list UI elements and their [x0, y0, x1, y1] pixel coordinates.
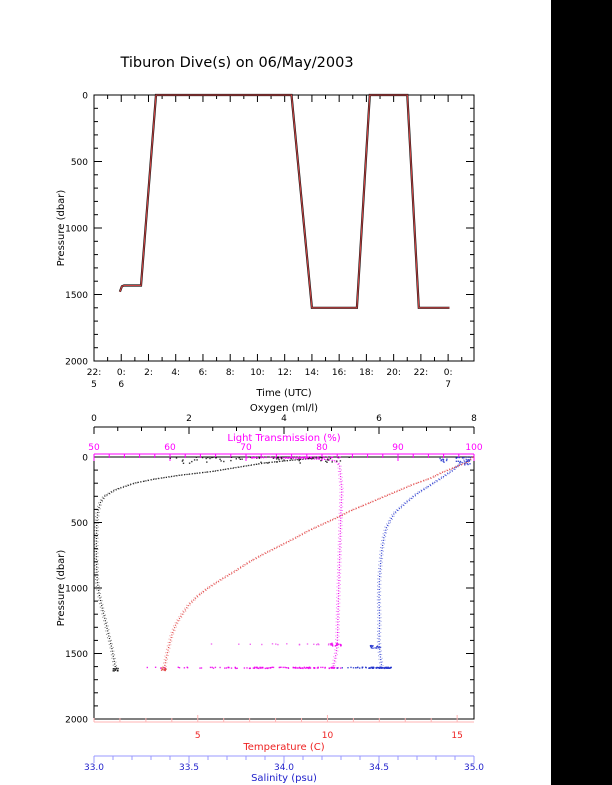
svg-text:Salinity (psu): Salinity (psu): [251, 773, 317, 784]
svg-text:0:: 0:: [444, 368, 453, 378]
svg-text:22:: 22:: [414, 368, 428, 378]
svg-text:Light Transmission (%): Light Transmission (%): [227, 433, 340, 444]
svg-text:33.0: 33.0: [84, 763, 104, 773]
svg-text:Time (UTC): Time (UTC): [255, 388, 311, 399]
svg-text:70: 70: [240, 443, 252, 453]
svg-text:50: 50: [88, 443, 100, 453]
svg-text:0: 0: [82, 92, 88, 102]
svg-text:Oxygen (ml/l): Oxygen (ml/l): [250, 403, 318, 414]
svg-text:18:: 18:: [359, 368, 373, 378]
chart-title: Tiburon Dive(s) on 06/May/2003: [119, 55, 353, 71]
svg-text:Pressure (dbar): Pressure (dbar): [56, 190, 67, 267]
svg-text:5: 5: [195, 731, 201, 741]
svg-text:6: 6: [376, 414, 382, 424]
svg-text:1000: 1000: [65, 585, 88, 595]
svg-text:22:: 22:: [87, 368, 101, 378]
svg-text:14:: 14:: [305, 368, 319, 378]
svg-text:34.0: 34.0: [274, 763, 294, 773]
right-black-strip: [551, 0, 612, 785]
svg-text:2000: 2000: [65, 716, 88, 726]
svg-text:500: 500: [71, 158, 88, 168]
svg-text:10: 10: [322, 731, 334, 741]
svg-text:6: 6: [118, 380, 124, 390]
svg-text:1000: 1000: [65, 225, 88, 235]
svg-text:7: 7: [445, 380, 451, 390]
svg-text:0:: 0:: [117, 368, 126, 378]
svg-text:10:: 10:: [250, 368, 264, 378]
svg-text:34.5: 34.5: [369, 763, 389, 773]
svg-text:6:: 6:: [199, 368, 208, 378]
svg-text:1500: 1500: [65, 650, 88, 660]
svg-text:8:: 8:: [226, 368, 235, 378]
svg-text:20:: 20:: [386, 368, 400, 378]
svg-text:2000: 2000: [65, 358, 88, 368]
svg-text:8: 8: [471, 414, 477, 424]
svg-text:4: 4: [281, 414, 287, 424]
svg-text:0: 0: [91, 414, 97, 424]
svg-text:1500: 1500: [65, 291, 88, 301]
svg-text:60: 60: [164, 443, 176, 453]
svg-text:33.5: 33.5: [179, 763, 199, 773]
svg-text:90: 90: [392, 443, 404, 453]
svg-text:4:: 4:: [171, 368, 180, 378]
svg-text:Pressure (dbar): Pressure (dbar): [56, 550, 67, 627]
svg-text:2:: 2:: [144, 368, 153, 378]
svg-text:500: 500: [71, 519, 88, 529]
svg-text:2: 2: [186, 414, 192, 424]
svg-text:16:: 16:: [332, 368, 346, 378]
svg-text:15: 15: [451, 731, 462, 741]
svg-text:35.0: 35.0: [464, 763, 484, 773]
svg-text:Temperature (C): Temperature (C): [242, 742, 324, 753]
svg-text:5: 5: [91, 380, 97, 390]
svg-text:80: 80: [316, 443, 328, 453]
svg-text:100: 100: [465, 443, 482, 453]
svg-text:12:: 12:: [277, 368, 291, 378]
svg-text:0: 0: [82, 454, 88, 464]
